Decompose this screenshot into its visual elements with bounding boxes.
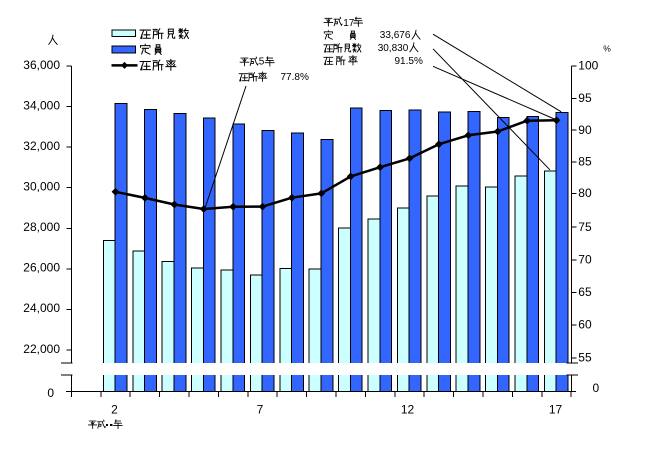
svg-text:34,000: 34,000: [23, 98, 60, 112]
svg-text:30,830: 30,830: [378, 43, 409, 54]
svg-text:5: 5: [259, 57, 265, 68]
svg-text:90: 90: [578, 123, 592, 137]
svg-text:0: 0: [593, 381, 600, 395]
svg-text:26,000: 26,000: [23, 261, 60, 275]
svg-text:33,676: 33,676: [380, 30, 411, 41]
svg-text:36,000: 36,000: [23, 58, 60, 72]
svg-text:32,000: 32,000: [23, 139, 60, 153]
svg-text:12: 12: [401, 403, 415, 417]
svg-text:95: 95: [578, 91, 592, 105]
svg-text:0: 0: [47, 386, 54, 400]
svg-text:70: 70: [578, 252, 592, 266]
svg-text:100: 100: [578, 59, 598, 73]
svg-text:55: 55: [578, 350, 592, 364]
svg-text:17: 17: [549, 403, 563, 417]
svg-text:7: 7: [257, 403, 264, 417]
svg-text:24,000: 24,000: [23, 301, 60, 315]
svg-text:22,000: 22,000: [23, 342, 60, 356]
svg-text:80: 80: [578, 186, 592, 200]
svg-text:28,000: 28,000: [23, 220, 60, 234]
svg-text:91.5%: 91.5%: [395, 56, 423, 67]
svg-text:2: 2: [111, 403, 118, 417]
svg-text:65: 65: [578, 285, 592, 299]
svg-text:%: %: [603, 44, 611, 54]
svg-text:17: 17: [343, 18, 355, 29]
svg-text:77.8%: 77.8%: [281, 72, 309, 83]
svg-text:30,000: 30,000: [23, 180, 60, 194]
svg-text:60: 60: [578, 318, 592, 332]
svg-text:75: 75: [578, 220, 592, 234]
svg-text:85: 85: [578, 155, 592, 169]
